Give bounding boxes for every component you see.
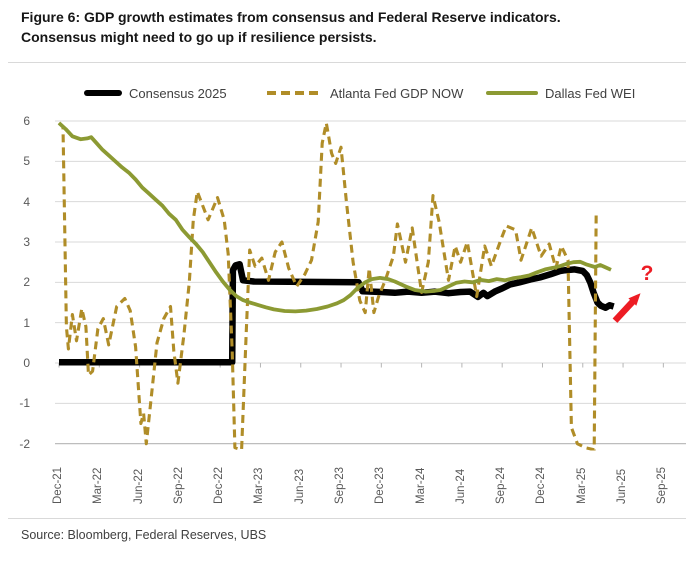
x-axis-label-jun-22: Jun-22 xyxy=(132,468,145,504)
x-axis-label-sep-25: Sep-25 xyxy=(656,466,669,504)
series-group xyxy=(57,121,615,451)
x-axis-label-dec-24: Dec-24 xyxy=(535,466,548,504)
title-separator xyxy=(8,62,686,63)
legend-item-consensus: Consensus 2025 xyxy=(84,85,227,101)
source-separator xyxy=(8,518,686,519)
x-axis-label-mar-22: Mar-22 xyxy=(92,467,105,504)
x-axis-label-sep-23: Sep-23 xyxy=(334,466,347,504)
question-mark-annotation: ? xyxy=(640,262,654,286)
legend-item-atlanta: Atlanta Fed GDP NOW xyxy=(267,85,463,101)
x-axis-label-dec-21: Dec-21 xyxy=(52,466,64,504)
y-axis-label--1: -1 xyxy=(19,396,30,411)
trend-arrow-shaft xyxy=(612,297,637,323)
x-axis-label-dec-22: Dec-22 xyxy=(213,466,226,504)
x-axis-label-sep-22: Sep-22 xyxy=(172,466,185,504)
y-axis-label-2: 2 xyxy=(23,275,30,290)
y-axis-label-3: 3 xyxy=(23,235,30,249)
y-axis-label-5: 5 xyxy=(23,154,30,169)
series-line-dallas-fed-wei xyxy=(57,121,612,314)
source-note: Source: Bloomberg, Federal Reserves, UBS xyxy=(21,528,267,542)
x-axis-label-jun-25: Jun-25 xyxy=(616,468,629,504)
atlanta-dashed-line-swatch xyxy=(267,91,323,95)
x-axis-label-mar-23: Mar-23 xyxy=(253,467,266,504)
figure-title-line2: Consensus might need to go up if resilie… xyxy=(21,29,377,45)
legend-label-dallas: Dallas Fed WEI xyxy=(545,85,636,101)
legend-label-atlanta: Atlanta Fed GDP NOW xyxy=(330,85,464,101)
x-axis-label-sep-24: Sep-24 xyxy=(495,466,508,504)
y-axis-label-4: 4 xyxy=(23,194,30,209)
x-axis-label-jun-23: Jun-23 xyxy=(293,468,306,504)
series-line-atlanta-fed-gdp-now xyxy=(57,121,598,451)
trend-arrow-head xyxy=(628,293,641,306)
figure-title: Figure 6: GDP growth estimates from cons… xyxy=(21,7,683,47)
chart-legend: Consensus 2025 Atlanta Fed GDP NOW Dalla… xyxy=(0,85,692,103)
y-axis-label-6: 6 xyxy=(23,114,30,129)
x-axis-label-jun-24: Jun-24 xyxy=(454,468,467,504)
x-axis-label-mar-24: Mar-24 xyxy=(414,467,427,504)
dallas-line-swatch xyxy=(486,91,538,95)
legend-item-dallas: Dallas Fed WEI xyxy=(486,85,635,101)
figure-title-line1: Figure 6: GDP growth estimates from cons… xyxy=(21,9,561,25)
y-axis-label-1: 1 xyxy=(23,315,30,330)
consensus-line-swatch xyxy=(84,90,122,96)
y-axis-label--2: -2 xyxy=(19,436,30,451)
x-axis-label-dec-23: Dec-23 xyxy=(374,466,387,504)
series-line-consensus-2025 xyxy=(59,260,615,366)
legend-label-consensus: Consensus 2025 xyxy=(129,85,227,101)
x-axis-label-mar-25: Mar-25 xyxy=(575,467,588,504)
y-axis-label-0: 0 xyxy=(23,356,30,370)
